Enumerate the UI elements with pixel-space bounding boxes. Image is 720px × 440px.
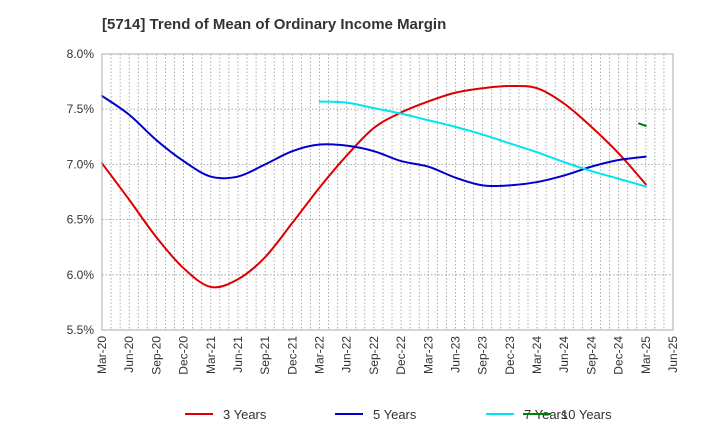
x-tick-label: Mar-25 bbox=[639, 336, 653, 374]
x-tick-label: Jun-22 bbox=[340, 336, 354, 373]
y-tick-label: 8.0% bbox=[67, 47, 95, 61]
series-line-7-years bbox=[318, 100, 647, 188]
x-tick-label: Jun-25 bbox=[666, 336, 680, 373]
series-line-5-years bbox=[101, 94, 647, 188]
plot-frame bbox=[101, 53, 674, 331]
x-tick-label: Jun-23 bbox=[448, 336, 462, 373]
x-tick-label: Mar-24 bbox=[530, 336, 544, 374]
x-tick-label: Sep-22 bbox=[367, 336, 381, 375]
legend-label-5-years: 5 Years bbox=[373, 407, 417, 422]
x-tick-label: Jun-21 bbox=[231, 336, 245, 373]
legend-label-10-years: 10 Years bbox=[561, 407, 612, 422]
x-tick-label: Sep-20 bbox=[149, 336, 163, 375]
y-tick-label: 6.5% bbox=[67, 213, 95, 227]
x-tick-label: Dec-20 bbox=[177, 336, 191, 375]
series-layer bbox=[101, 84, 647, 289]
x-tick-label: Dec-21 bbox=[285, 336, 299, 375]
series-line-10-years bbox=[638, 122, 647, 127]
x-tick-label: Dec-24 bbox=[612, 336, 626, 375]
x-tick-label: Mar-23 bbox=[421, 336, 435, 374]
series-line-3-years bbox=[101, 84, 647, 289]
y-tick-label: 7.0% bbox=[67, 157, 95, 171]
x-tick-label: Jun-24 bbox=[557, 336, 571, 373]
x-tick-label: Sep-23 bbox=[476, 336, 490, 375]
x-tick-label: Mar-20 bbox=[95, 336, 109, 374]
y-tick-label: 6.0% bbox=[67, 268, 95, 282]
y-tick-label: 7.5% bbox=[67, 102, 95, 116]
x-tick-label: Mar-21 bbox=[204, 336, 218, 374]
legend-label-3-years: 3 Years bbox=[223, 407, 267, 422]
axis-label-layer: 5.5% 6.0% 6.5% 7.0% 7.5% 8.0% Mar-20 Jun-20 Sep-… bbox=[67, 47, 680, 375]
x-tick-label: Jun-20 bbox=[122, 336, 136, 373]
x-tick-label: Sep-21 bbox=[258, 336, 272, 375]
chart-title: [5714] Trend of Mean of Ordinary Income … bbox=[102, 16, 447, 33]
x-tick-label: Dec-23 bbox=[503, 336, 517, 375]
x-tick-label: Sep-24 bbox=[584, 336, 598, 375]
y-tick-label: 5.5% bbox=[67, 323, 95, 337]
grid-layer bbox=[102, 54, 673, 330]
x-tick-label: Dec-22 bbox=[394, 336, 408, 375]
x-tick-label: Mar-22 bbox=[313, 336, 327, 374]
